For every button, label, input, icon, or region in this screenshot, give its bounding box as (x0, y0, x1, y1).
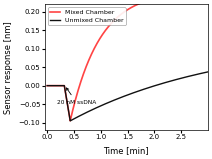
Unmixed Chamber (69, 120, 71, 122)
Mixed Chamber (69, 120, 71, 122)
Unmixed Chamber (178, 78, 181, 80)
Line: Mixed Chamber: Mixed Chamber (47, 0, 208, 121)
Unmixed Chamber (206, 71, 209, 73)
Unmixed Chamber (107, 101, 110, 103)
Mixed Chamber (107, 25, 110, 27)
Y-axis label: Sensor response [nm]: Sensor response [nm] (4, 21, 13, 114)
Mixed Chamber (142, 1, 145, 3)
Unmixed Chamber (75, 117, 78, 118)
Legend: Mixed Chamber, Unmixed Chamber: Mixed Chamber, Unmixed Chamber (48, 7, 126, 25)
X-axis label: Time [min]: Time [min] (103, 146, 149, 155)
Unmixed Chamber (166, 81, 168, 83)
Line: Unmixed Chamber: Unmixed Chamber (47, 72, 208, 121)
Unmixed Chamber (46, 85, 49, 87)
Mixed Chamber (46, 85, 49, 87)
Mixed Chamber (75, 95, 78, 97)
Unmixed Chamber (142, 88, 145, 90)
Text: 20 nM ssDNA: 20 nM ssDNA (57, 88, 96, 105)
Unmixed Chamber (151, 86, 153, 88)
